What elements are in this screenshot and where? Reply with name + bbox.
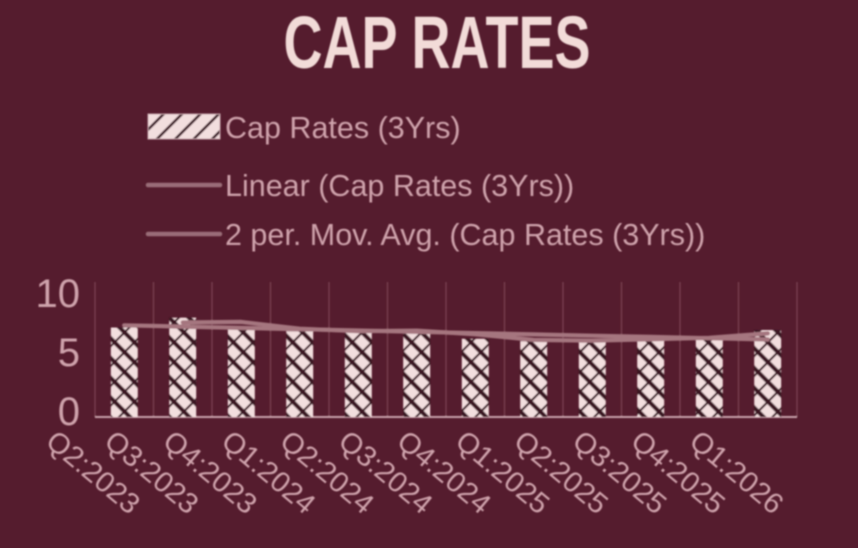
svg-text:5: 5 xyxy=(58,331,80,375)
svg-text:2 per. Mov. Avg. (Cap Rates (3: 2 per. Mov. Avg. (Cap Rates (3Yrs)) xyxy=(225,218,705,252)
svg-text:CAP RATES: CAP RATES xyxy=(284,1,591,84)
svg-text:10: 10 xyxy=(36,272,81,316)
svg-text:Cap Rates (3Yrs): Cap Rates (3Yrs) xyxy=(225,111,461,145)
svg-text:Linear (Cap Rates (3Yrs)): Linear (Cap Rates (3Yrs)) xyxy=(225,169,574,203)
